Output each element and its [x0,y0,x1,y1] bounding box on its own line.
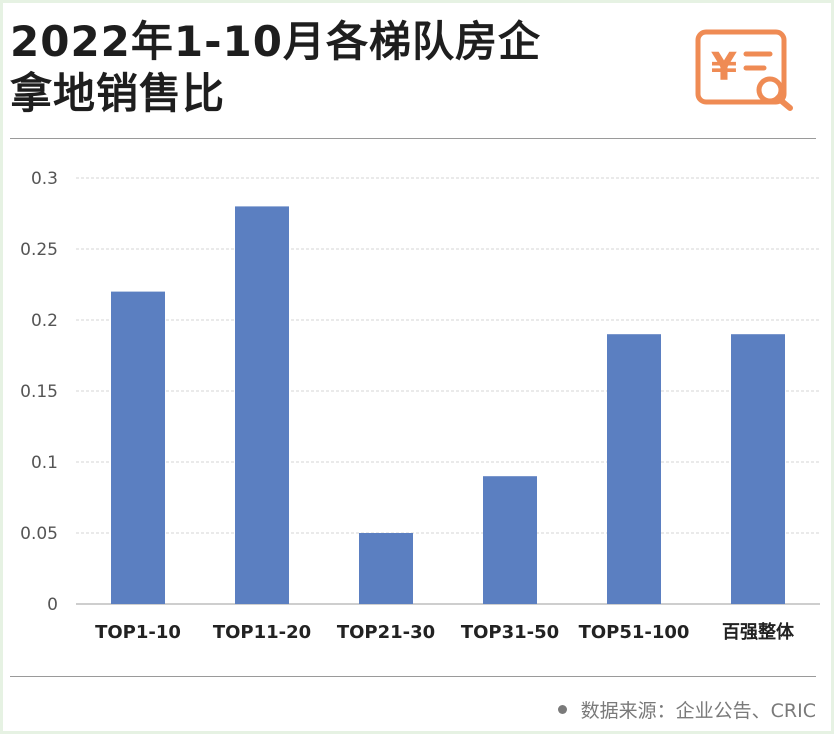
source-note: 数据来源：企业公告、CRIC [557,696,816,723]
x-category-label: TOP11-20 [213,622,311,643]
bar-4 [483,476,537,604]
y-tick-label: 0.25 [20,240,58,260]
receipt-search-icon: ¥ [695,29,793,111]
bar-5 [607,334,661,604]
bar-6 [731,334,785,604]
x-category-label: TOP51-100 [579,622,690,643]
y-axis-ticks: 0 0.05 0.1 0.15 0.2 0.25 0.3 [20,169,58,615]
x-category-label: 百强整体 [722,621,795,643]
svg-text:¥: ¥ [711,45,737,89]
x-category-label: TOP1-10 [95,622,181,643]
y-tick-label: 0.15 [20,382,58,402]
header-divider [10,138,816,139]
source-text: 数据来源：企业公告、CRIC [580,700,816,722]
bar-chart: 00.050.10.150.20.250.3 TOP1-10 TOP11-20 TO… [20,169,820,643]
y-tick-label: 0.1 [31,453,58,473]
x-axis-categories: TOP1-10 TOP11-20 TOP21-30 TOP31-50 TOP51-100… [95,621,795,643]
y-tick-label: 0.2 [31,311,58,331]
page-title: 2022年1-10月各梯队房企 拿地销售比 [10,16,650,120]
bar-2 [235,206,289,604]
y-tick-label: 0 [47,595,58,615]
title-line-1: 2022年1-10月各梯队房企 [10,17,541,66]
title-line-2: 拿地销售比 [10,69,226,118]
bar-3 [359,533,413,604]
y-tick-label: 0.3 [31,169,58,189]
x-category-label: TOP31-50 [461,622,559,643]
bullet-dot-icon [557,705,567,714]
x-category-label: TOP21-30 [337,622,435,643]
bar-1 [111,291,165,604]
bars [111,206,785,604]
grid-lines [76,177,820,605]
y-tick-label: 0.05 [20,524,58,544]
footer-divider [10,676,816,677]
